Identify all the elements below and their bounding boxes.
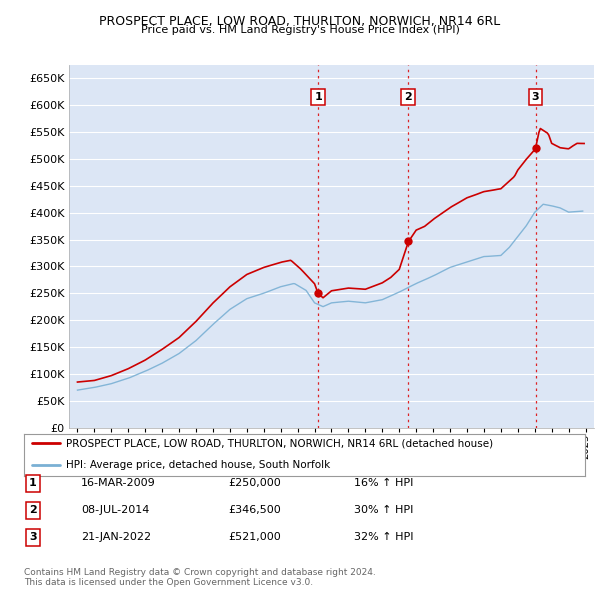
Text: 30% ↑ HPI: 30% ↑ HPI [354, 506, 413, 515]
Text: 3: 3 [532, 92, 539, 102]
Text: PROSPECT PLACE, LOW ROAD, THURLTON, NORWICH, NR14 6RL: PROSPECT PLACE, LOW ROAD, THURLTON, NORW… [100, 15, 500, 28]
Text: PROSPECT PLACE, LOW ROAD, THURLTON, NORWICH, NR14 6RL (detached house): PROSPECT PLACE, LOW ROAD, THURLTON, NORW… [66, 438, 493, 448]
Text: £250,000: £250,000 [228, 478, 281, 488]
Text: HPI: Average price, detached house, South Norfolk: HPI: Average price, detached house, Sout… [66, 460, 331, 470]
Text: 08-JUL-2014: 08-JUL-2014 [81, 506, 149, 515]
Text: 16% ↑ HPI: 16% ↑ HPI [354, 478, 413, 488]
Text: £521,000: £521,000 [228, 533, 281, 542]
Text: 1: 1 [314, 92, 322, 102]
Text: 32% ↑ HPI: 32% ↑ HPI [354, 533, 413, 542]
Text: 2: 2 [29, 506, 37, 515]
Text: 1: 1 [29, 478, 37, 488]
Text: 21-JAN-2022: 21-JAN-2022 [81, 533, 151, 542]
Text: 2: 2 [404, 92, 412, 102]
Text: £346,500: £346,500 [228, 506, 281, 515]
Text: 3: 3 [29, 533, 37, 542]
Text: Price paid vs. HM Land Registry's House Price Index (HPI): Price paid vs. HM Land Registry's House … [140, 25, 460, 35]
Text: 16-MAR-2009: 16-MAR-2009 [81, 478, 156, 488]
Text: Contains HM Land Registry data © Crown copyright and database right 2024.
This d: Contains HM Land Registry data © Crown c… [24, 568, 376, 587]
